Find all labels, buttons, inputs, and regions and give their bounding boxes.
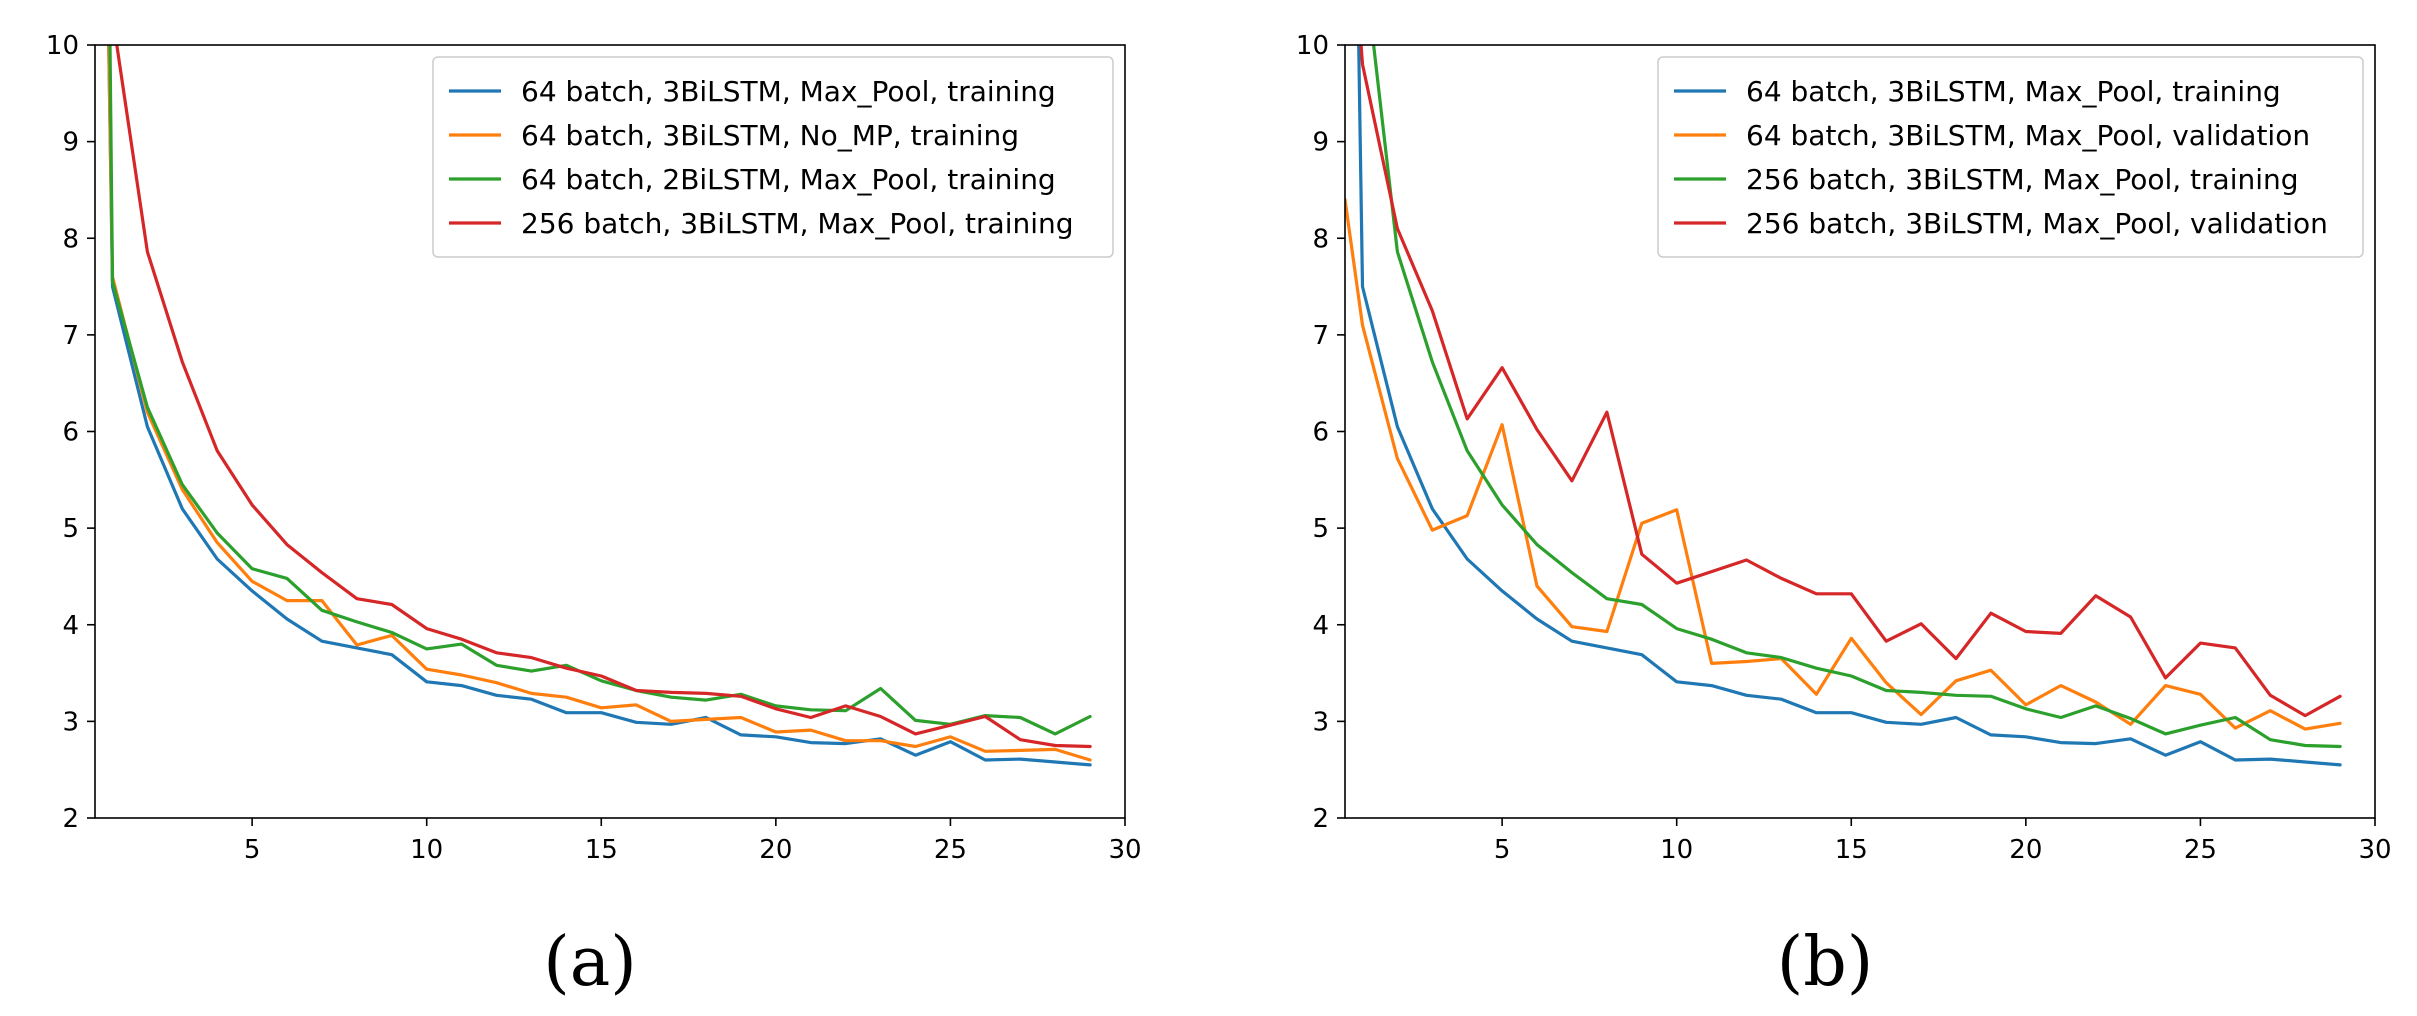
y-tick-label: 3 — [1312, 707, 1329, 737]
y-tick-label: 5 — [62, 514, 79, 544]
panel-b: 5 10 15 20 25 30 2 3 4 5 6 7 8 9 10 64 batch, 3BiLSTM, … — [1296, 31, 2392, 1002]
y-tick-label: 8 — [62, 224, 79, 254]
y-tick-label: 6 — [62, 418, 79, 448]
x-tick-label: 30 — [1108, 835, 1141, 865]
y-tick-label: 7 — [62, 321, 79, 351]
y-tick-label: 2 — [1312, 804, 1329, 834]
panel-label: (a) — [543, 923, 637, 1002]
plot-area — [1345, 45, 2342, 767]
y-tick-label: 5 — [1312, 514, 1329, 544]
x-tick-label: 15 — [1835, 835, 1868, 865]
panel-a: 5 10 15 20 25 30 2 3 4 5 6 7 8 9 10 64 batch, 3BiLSTM, … — [46, 31, 1142, 1002]
legend-entry-3: 256 batch, 3BiLSTM, Max_Pool, training — [1746, 163, 2299, 196]
x-tick-label: 20 — [2009, 835, 2042, 865]
y-tick-label: 6 — [1312, 418, 1329, 448]
x-tick-label: 10 — [410, 835, 443, 865]
series-line-1 — [1357, 45, 2342, 767]
series-line-1 — [107, 45, 1092, 767]
panel-label: (b) — [1777, 923, 1874, 1002]
series-line-2 — [107, 45, 1092, 762]
legend-entry-1: 64 batch, 3BiLSTM, Max_Pool, training — [521, 75, 1056, 108]
legend-entry-4: 256 batch, 3BiLSTM, Max_Pool, validation — [1746, 207, 2328, 240]
y-tick-label: 9 — [1312, 128, 1329, 158]
legend-entry-2: 64 batch, 3BiLSTM, No_MP, training — [521, 119, 1019, 152]
x-tick-label: 5 — [1494, 835, 1511, 865]
y-tick-label: 4 — [62, 611, 79, 641]
legend-entry-3: 64 batch, 2BiLSTM, Max_Pool, training — [521, 163, 1056, 196]
y-tick-label: 7 — [1312, 321, 1329, 351]
x-tick-label: 30 — [2358, 835, 2391, 865]
y-tick-label: 3 — [62, 707, 79, 737]
legend-box — [432, 56, 1114, 258]
series-line-4 — [115, 45, 1092, 749]
legend-entry-1: 64 batch, 3BiLSTM, Max_Pool, training — [1746, 75, 2281, 108]
series-line-2 — [1345, 198, 2342, 731]
legend: 64 batch, 3BiLSTM, Max_Pool, training 64 … — [432, 56, 1114, 258]
y-tick-label: 10 — [46, 31, 79, 61]
legend: 64 batch, 3BiLSTM, Max_Pool, training 64 … — [1657, 56, 2364, 258]
y-tick-label: 2 — [62, 804, 79, 834]
legend-box — [1657, 56, 2364, 258]
series-line-4 — [1359, 45, 2342, 718]
y-tick-label: 10 — [1296, 31, 1329, 61]
x-tick-label: 5 — [244, 835, 261, 865]
y-tick-label: 9 — [62, 128, 79, 158]
y-tick-label: 4 — [1312, 611, 1329, 641]
legend-entry-2: 64 batch, 3BiLSTM, Max_Pool, validation — [1746, 119, 2310, 152]
x-tick-label: 25 — [2184, 835, 2217, 865]
plot-area — [107, 45, 1092, 767]
x-tick-label: 25 — [934, 835, 967, 865]
x-tick-label: 15 — [585, 835, 618, 865]
x-tick-label: 20 — [759, 835, 792, 865]
x-tick-label: 10 — [1660, 835, 1693, 865]
series-line-3 — [1372, 45, 2342, 749]
y-tick-label: 8 — [1312, 224, 1329, 254]
legend-entry-4: 256 batch, 3BiLSTM, Max_Pool, training — [521, 207, 1074, 240]
